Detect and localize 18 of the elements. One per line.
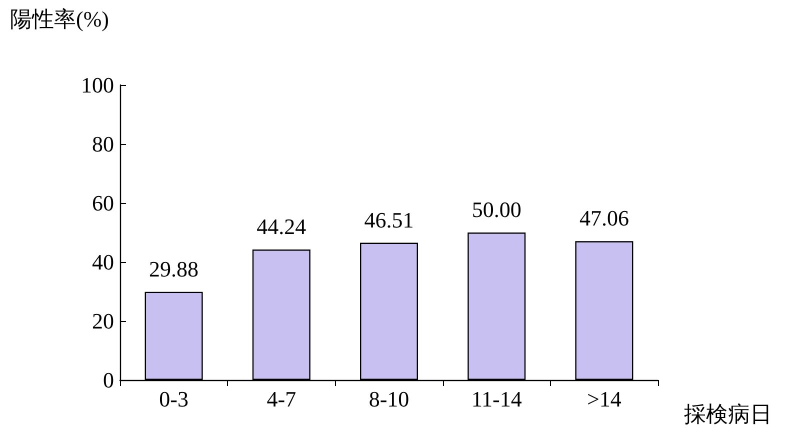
y-axis-title: 陽性率(%): [10, 6, 109, 32]
data-label: 46.51: [364, 207, 414, 232]
data-label: 29.88: [149, 256, 199, 282]
data-label: 44.24: [256, 214, 306, 239]
x-tick-label: 0-3: [159, 386, 188, 412]
x-tick-label: 11-14: [471, 386, 522, 412]
y-tick-label: 100: [81, 72, 114, 98]
y-tick-label: 80: [92, 132, 114, 156]
y-tick-label: 40: [92, 250, 114, 274]
data-label: 47.06: [579, 206, 629, 231]
y-tick-label: 20: [92, 308, 114, 334]
x-axis-title: 採検病日: [684, 402, 772, 426]
x-tick-label: >14: [586, 386, 622, 412]
y-tick-label: 60: [92, 190, 114, 216]
x-tick-label: 8-10: [368, 386, 410, 412]
y-tick-label: 0: [103, 368, 114, 392]
data-label: 50.00: [472, 197, 522, 222]
x-tick-label: 4-7: [266, 386, 296, 412]
